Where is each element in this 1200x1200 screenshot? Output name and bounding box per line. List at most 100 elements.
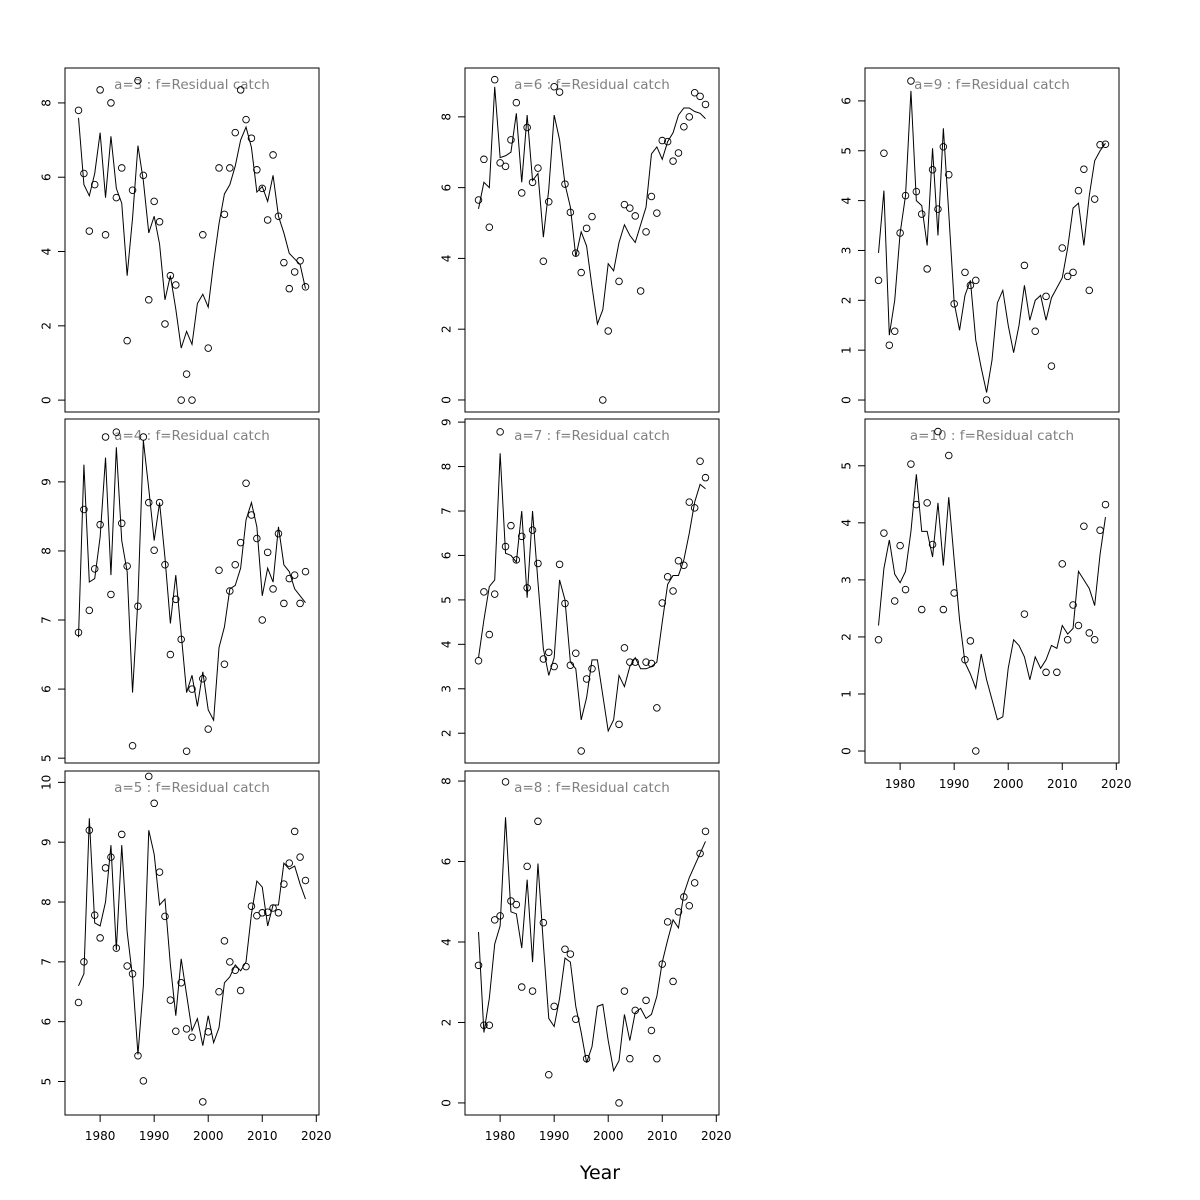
- data-point: [128, 741, 137, 750]
- y-tick-label: 8: [40, 99, 54, 107]
- plot-frame: [464, 770, 720, 1116]
- plot-frame: [64, 770, 320, 1116]
- data-point: [880, 529, 888, 537]
- data-point: [280, 880, 288, 888]
- data-point: [242, 479, 250, 487]
- data-point: [296, 599, 304, 608]
- data-point: [1063, 636, 1072, 644]
- data-point: [528, 526, 537, 534]
- y-tick-label: 0: [40, 396, 54, 404]
- data-point: [631, 212, 639, 220]
- data-point: [690, 879, 699, 887]
- data-point: [642, 228, 650, 236]
- data-point: [269, 151, 277, 159]
- data-point: [199, 231, 207, 239]
- y-tick-label: 6: [440, 552, 454, 560]
- y-tick-label: 3: [840, 576, 854, 584]
- data-point: [166, 650, 175, 659]
- data-point: [588, 665, 596, 673]
- data-point: [290, 571, 299, 579]
- data-point: [496, 428, 504, 436]
- data-point: [150, 799, 158, 808]
- y-tick-label: 2: [440, 729, 454, 737]
- data-point: [90, 565, 99, 573]
- data-point: [690, 504, 699, 512]
- data-point: [101, 864, 110, 872]
- data-point: [972, 747, 980, 755]
- data-point: [890, 597, 899, 605]
- data-point: [507, 521, 515, 530]
- panel-title: a=9 : f=Residual catch: [914, 77, 1070, 93]
- data-point: [620, 200, 629, 209]
- plot-frame: [464, 67, 720, 413]
- data-point: [474, 196, 483, 204]
- y-tick-label: 7: [440, 507, 454, 515]
- data-point: [490, 916, 499, 924]
- y-tick-label: 4: [840, 519, 854, 527]
- y-tick-label: 5: [840, 147, 854, 155]
- data-point: [1020, 261, 1029, 270]
- y-tick-label: 7: [40, 616, 54, 624]
- data-point: [1096, 526, 1104, 534]
- data-point: [485, 630, 494, 639]
- x-tick-label: 1990: [539, 1129, 570, 1143]
- data-point: [290, 268, 299, 276]
- data-point: [642, 996, 650, 1005]
- data-point: [117, 519, 126, 528]
- data-point: [945, 170, 953, 179]
- data-point: [620, 987, 629, 995]
- data-point: [1063, 272, 1072, 281]
- data-point: [539, 257, 548, 265]
- data-point: [615, 1099, 623, 1107]
- data-point: [1031, 327, 1039, 335]
- data-point: [242, 115, 250, 124]
- x-tick-label: 2020: [701, 1129, 732, 1143]
- data-point: [1069, 268, 1077, 277]
- data-point: [1080, 165, 1088, 173]
- data-point: [555, 88, 564, 96]
- fitted-line: [478, 86, 706, 326]
- data-point: [296, 257, 304, 265]
- y-tick-label: 5: [840, 462, 854, 470]
- data-point: [501, 162, 510, 171]
- y-tick-label: 6: [440, 184, 454, 192]
- data-point: [550, 1002, 558, 1011]
- y-tick-label: 2: [840, 633, 854, 641]
- y-tick-label: 6: [40, 173, 54, 181]
- y-tick-label: 3: [440, 685, 454, 693]
- data-point: [226, 958, 234, 966]
- data-point: [226, 587, 234, 595]
- data-point: [96, 520, 104, 529]
- plot-frame: [864, 67, 1120, 413]
- data-point: [96, 934, 104, 942]
- data-point: [934, 427, 942, 436]
- data-point: [588, 212, 596, 221]
- x-tick-label: 1980: [85, 1129, 116, 1143]
- data-point: [685, 902, 694, 910]
- data-point: [539, 655, 548, 663]
- data-point: [647, 1026, 656, 1035]
- data-point: [123, 962, 131, 970]
- data-point: [885, 341, 894, 349]
- y-tick-label: 5: [40, 754, 54, 762]
- data-point: [150, 197, 158, 206]
- data-point: [182, 370, 191, 378]
- data-point: [301, 567, 310, 576]
- data-point: [253, 166, 261, 174]
- data-point: [96, 86, 104, 94]
- data-point: [274, 909, 283, 917]
- data-point: [117, 164, 126, 172]
- y-tick-label: 6: [840, 97, 854, 105]
- data-point: [653, 209, 661, 217]
- data-point: [901, 585, 910, 594]
- data-point: [172, 595, 180, 604]
- data-point: [896, 541, 904, 550]
- data-point: [1047, 362, 1056, 370]
- x-tick-label: 1990: [939, 777, 970, 791]
- data-point: [582, 224, 591, 233]
- data-point: [917, 605, 926, 614]
- data-point: [528, 987, 537, 995]
- data-point: [572, 649, 580, 657]
- data-point: [474, 961, 483, 970]
